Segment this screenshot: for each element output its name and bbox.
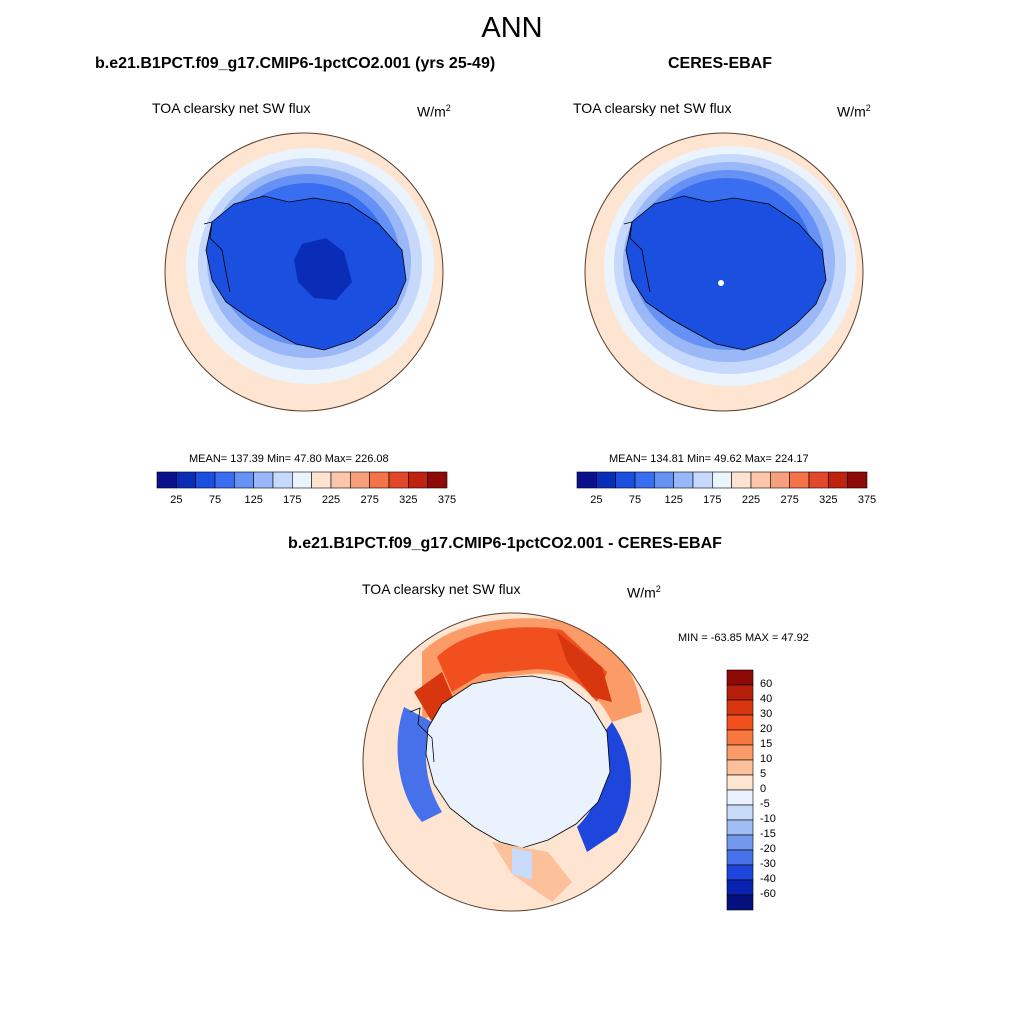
colorbar-swatch (712, 471, 732, 489)
colorbar-swatch (726, 714, 754, 731)
colorbar-swatch (770, 471, 790, 489)
colorbar-swatch (311, 471, 332, 489)
colorbar-swatch (156, 471, 177, 489)
model-polar-map (164, 132, 444, 412)
colorbar-tick-label: 125 (244, 494, 263, 506)
colorbar-tick-label: 275 (780, 494, 799, 506)
model-units: W/m2 (417, 103, 451, 120)
colorbar-swatch (726, 669, 754, 686)
colorbar-swatch (726, 804, 754, 821)
colorbar-swatch (726, 819, 754, 836)
colorbar-swatch (808, 471, 829, 489)
colorbar-tick-label: 25 (590, 494, 603, 506)
colorbar-swatch (369, 471, 390, 489)
colorbar-tick-label: -10 (760, 813, 776, 825)
colorbar-tick-label: 0 (760, 783, 767, 795)
colorbar-swatch (350, 471, 370, 489)
colorbar-swatch (654, 471, 674, 489)
colorbar-tick-label: -5 (760, 798, 770, 810)
diff-stats: MIN = -63.85 MAX = 47.92 (678, 632, 809, 644)
colorbar-swatch (726, 894, 754, 911)
model-colorbar-labels: 25 75 125 175 225 275 325 375 (157, 494, 456, 508)
colorbar-swatch (388, 471, 409, 489)
colorbar-swatch (726, 684, 754, 701)
colorbar-swatch (726, 774, 754, 791)
obs-colorbar-labels: 25 75 125 175 225 275 325 375 (577, 494, 876, 508)
colorbar-swatch (726, 729, 754, 746)
colorbar-swatch (726, 879, 754, 896)
obs-panel-title: CERES-EBAF (668, 55, 773, 72)
colorbar-swatch (272, 471, 293, 489)
diff-colorbar (726, 669, 754, 911)
colorbar-swatch (789, 471, 810, 489)
colorbar-swatch (576, 471, 597, 489)
colorbar-swatch (726, 864, 754, 881)
colorbar-tick-label: 15 (760, 738, 773, 750)
colorbar-swatch (330, 471, 351, 489)
colorbar-tick-label: 125 (664, 494, 683, 506)
colorbar-tick-label: -20 (760, 843, 776, 855)
colorbar-swatch (214, 471, 235, 489)
colorbar-swatch (427, 471, 448, 489)
colorbar-swatch (828, 471, 848, 489)
colorbar-swatch (750, 471, 771, 489)
colorbar-swatch (726, 744, 754, 761)
colorbar-swatch (615, 471, 636, 489)
obs-stats: MEAN= 134.81 Min= 49.62 Max= 224.17 (609, 453, 809, 465)
colorbar-swatch (292, 471, 312, 489)
colorbar-tick-label: 225 (321, 494, 341, 506)
colorbar-tick-label: 5 (760, 768, 767, 780)
colorbar-swatch (847, 471, 868, 489)
colorbar-tick-label: 30 (760, 708, 773, 720)
colorbar-tick-label: 75 (628, 494, 642, 506)
colorbar-swatch (634, 471, 655, 489)
colorbar-swatch (596, 471, 616, 489)
colorbar-swatch (726, 834, 754, 851)
colorbar-tick-label: -40 (760, 873, 776, 885)
colorbar-tick-label: 20 (760, 723, 773, 735)
colorbar-swatch (731, 471, 752, 489)
diff-panel-title: b.e21.B1PCT.f09_g17.CMIP6-1pctCO2.001 - … (288, 535, 722, 552)
diff-variable-label: TOA clearsky net SW flux (362, 581, 521, 597)
obs-variable-label: TOA clearsky net SW flux (573, 100, 732, 116)
colorbar-tick-label: 40 (760, 693, 773, 705)
obs-units: W/m2 (837, 103, 871, 120)
colorbar-tick-label: 10 (760, 753, 773, 765)
colorbar-tick-label: 175 (283, 494, 302, 506)
colorbar-tick-label: 60 (760, 678, 773, 690)
colorbar-tick-label: 325 (819, 494, 838, 506)
colorbar-tick-label: 275 (360, 494, 379, 506)
colorbar-tick-label: 375 (857, 494, 877, 506)
colorbar-tick-label: 225 (741, 494, 761, 506)
colorbar-swatch (408, 471, 428, 489)
model-stats: MEAN= 137.39 Min= 47.80 Max= 226.08 (189, 453, 389, 465)
model-panel-title: b.e21.B1PCT.f09_g17.CMIP6-1pctCO2.001 (y… (95, 55, 496, 72)
colorbar-tick-label: 75 (208, 494, 222, 506)
colorbar-swatch (726, 699, 754, 716)
model-variable-label: TOA clearsky net SW flux (152, 100, 311, 116)
colorbar-tick-label: 375 (437, 494, 457, 506)
colorbar-tick-label: -30 (760, 858, 776, 870)
colorbar-tick-label: 325 (399, 494, 418, 506)
obs-colorbar (576, 471, 868, 489)
colorbar-tick-label: -60 (760, 888, 776, 900)
colorbar-swatch (726, 759, 754, 776)
colorbar-tick-label: 175 (703, 494, 722, 506)
colorbar-swatch (726, 789, 754, 806)
diff-units: W/m2 (627, 584, 661, 601)
colorbar-swatch (253, 471, 274, 489)
colorbar-swatch (726, 849, 754, 866)
diff-polar-map (362, 612, 662, 912)
colorbar-tick-label: 25 (170, 494, 183, 506)
diff-colorbar-labels: 60 40 30 20 15 10 5 0 -5 -10 -15 -20 -30 -40 -60 (760, 670, 800, 910)
colorbar-swatch (195, 471, 216, 489)
colorbar-tick-label: -15 (760, 828, 776, 840)
obs-polar-map (584, 132, 864, 412)
model-colorbar (156, 471, 448, 489)
colorbar-swatch (673, 471, 694, 489)
figure-title: ANN (481, 12, 543, 44)
colorbar-swatch (176, 471, 196, 489)
colorbar-swatch (692, 471, 713, 489)
colorbar-swatch (234, 471, 254, 489)
